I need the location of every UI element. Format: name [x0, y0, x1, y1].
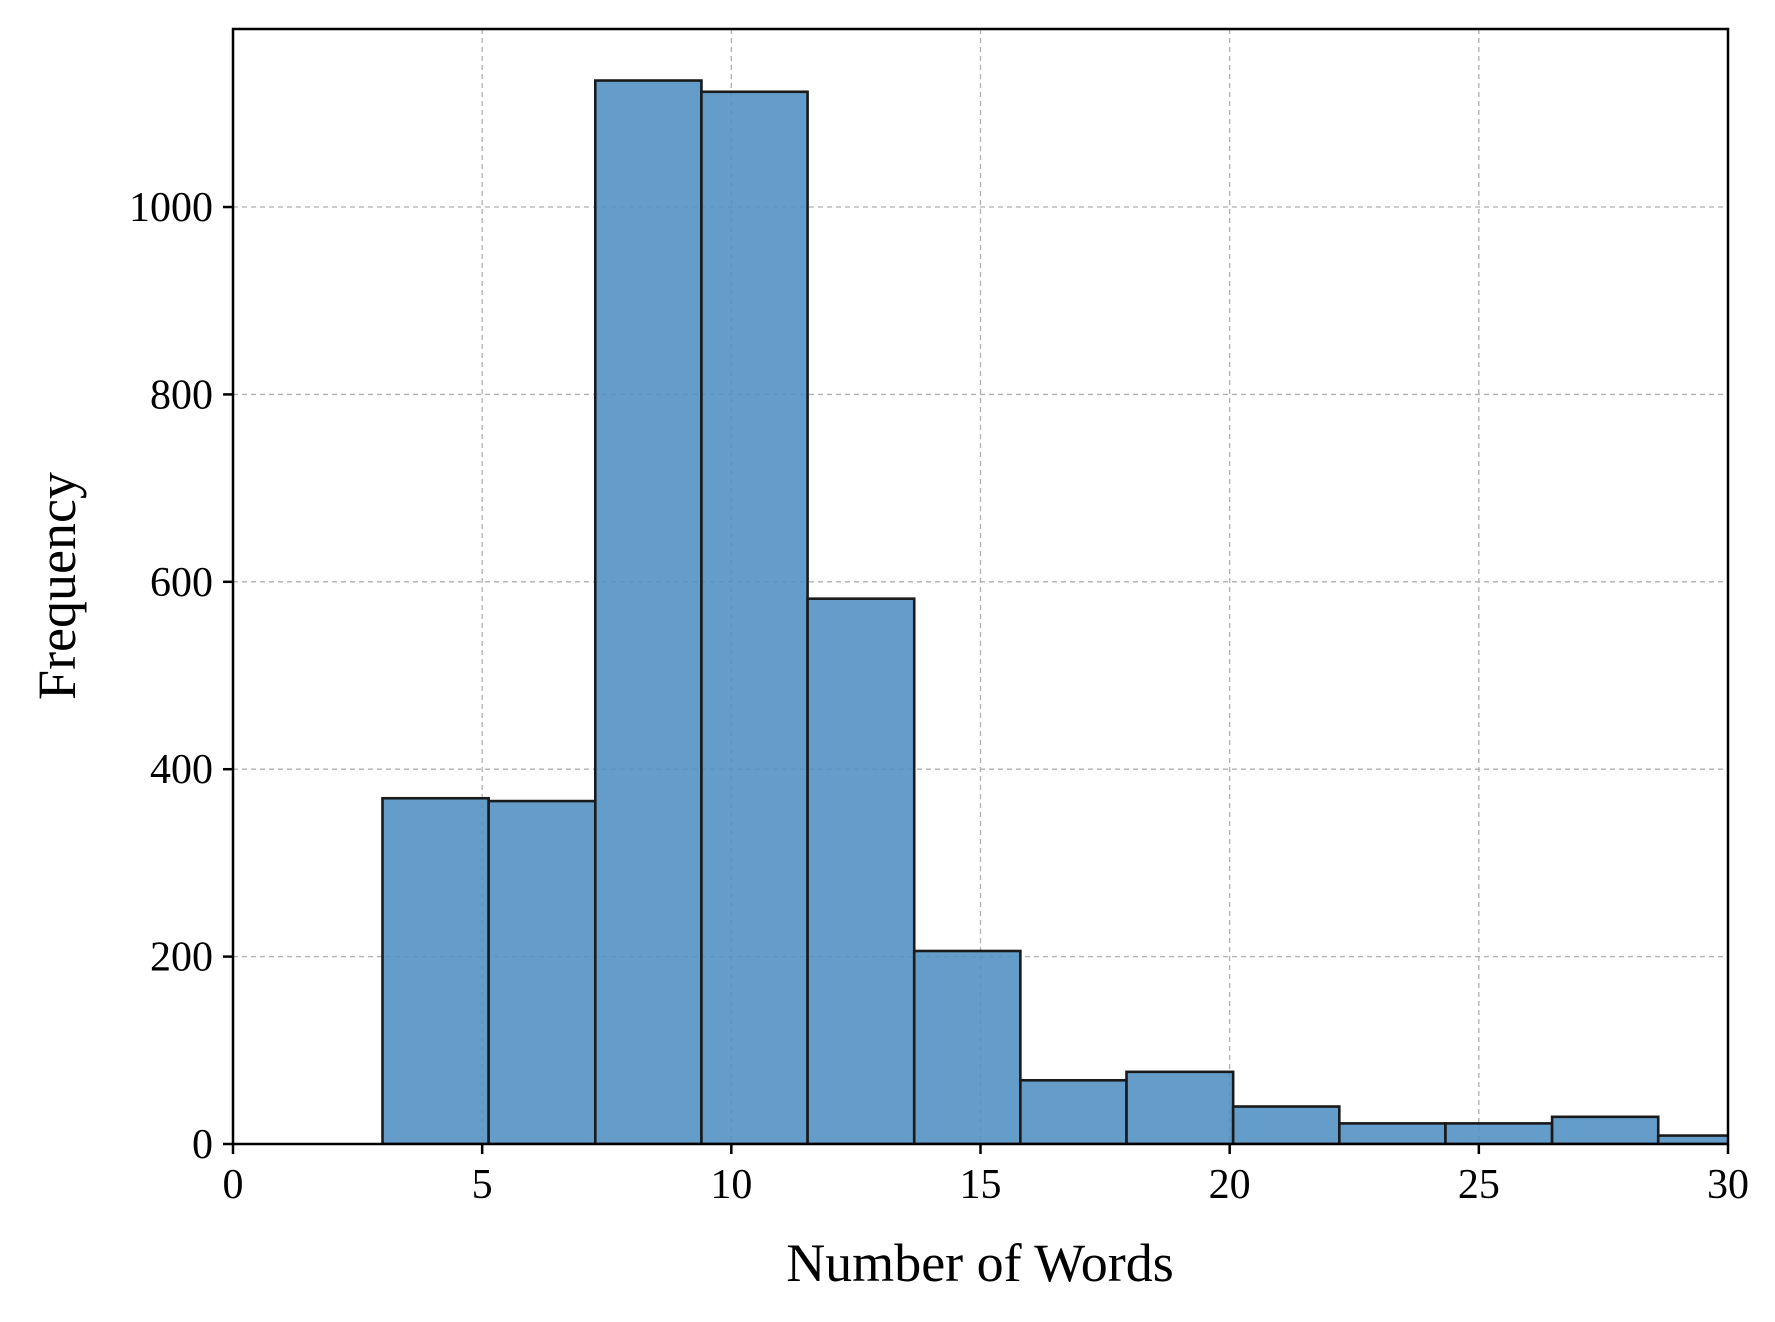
y-tick-label: 400 [150, 747, 213, 793]
y-tick-label: 600 [150, 560, 213, 606]
x-tick-label: 25 [1458, 1162, 1500, 1208]
histogram-bar [1444, 1122, 1554, 1144]
axis-ticks [223, 205, 1730, 1154]
histogram-bar [487, 799, 597, 1144]
histogram-bar [1231, 1105, 1341, 1144]
x-tick-label: 10 [710, 1162, 752, 1208]
y-tick-label: 0 [192, 1122, 213, 1168]
histogram-bar [806, 597, 916, 1144]
y-tick-label: 1000 [129, 185, 213, 231]
x-tick-label: 15 [960, 1162, 1002, 1208]
histogram-bar [1019, 1078, 1128, 1144]
histogram-bar [1550, 1115, 1660, 1144]
x-tick-label: 5 [472, 1162, 493, 1208]
histogram-bar [912, 949, 1022, 1144]
x-tick-label: 0 [223, 1162, 244, 1208]
histogram-bar [1656, 1134, 1728, 1144]
y-tick-label: 800 [150, 372, 213, 418]
y-axis-label: Frequency [27, 472, 87, 700]
x-tick-label: 20 [1209, 1162, 1251, 1208]
tick-labels: 0 5 10 15 20 25 30 0 200 400 600 800 1000 [129, 185, 1749, 1208]
histogram-bar [700, 90, 809, 1144]
histogram-bar [1338, 1122, 1447, 1144]
y-tick-label: 200 [150, 935, 213, 981]
histogram-bar [593, 79, 703, 1144]
histogram-bar [1125, 1070, 1235, 1144]
x-axis-label: Number of Words [786, 1233, 1174, 1293]
x-tick-label: 30 [1707, 1162, 1749, 1208]
histogram-bar [381, 796, 490, 1144]
histogram-bars [381, 79, 1728, 1144]
